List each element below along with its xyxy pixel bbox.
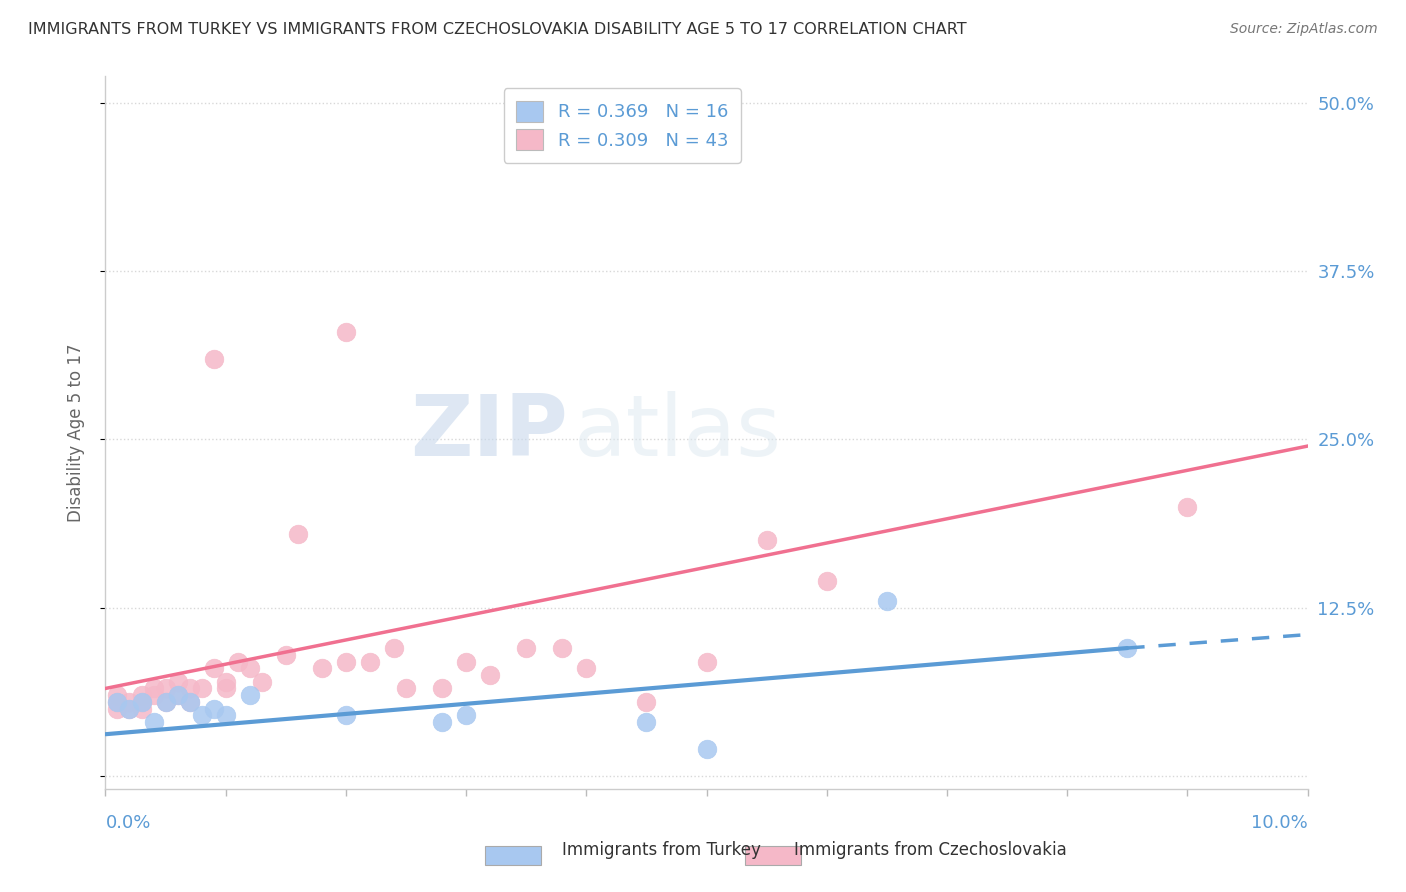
Point xyxy=(636,715,658,730)
Point xyxy=(287,526,309,541)
Point xyxy=(131,688,153,702)
Text: IMMIGRANTS FROM TURKEY VS IMMIGRANTS FROM CZECHOSLOVAKIA DISABILITY AGE 5 TO 17 : IMMIGRANTS FROM TURKEY VS IMMIGRANTS FRO… xyxy=(28,22,967,37)
Point xyxy=(118,701,141,715)
Point xyxy=(107,695,129,709)
Point xyxy=(118,701,141,715)
Point xyxy=(382,641,405,656)
Point xyxy=(395,681,418,696)
Point xyxy=(155,681,177,696)
Text: 0.0%: 0.0% xyxy=(105,814,150,831)
Point xyxy=(166,674,188,689)
Text: ZIP: ZIP xyxy=(411,391,568,475)
Point xyxy=(142,681,165,696)
Point xyxy=(551,641,574,656)
Point xyxy=(239,661,262,675)
Point xyxy=(311,661,333,675)
Point xyxy=(142,688,165,702)
Point xyxy=(202,661,225,675)
Point xyxy=(107,688,129,702)
Point xyxy=(815,574,838,588)
Point xyxy=(166,688,188,702)
Point xyxy=(131,695,153,709)
Point xyxy=(335,708,357,723)
Point xyxy=(515,641,537,656)
Point xyxy=(274,648,297,662)
Point xyxy=(755,533,778,548)
Text: Source: ZipAtlas.com: Source: ZipAtlas.com xyxy=(1230,22,1378,37)
Point xyxy=(1116,641,1139,656)
Point xyxy=(179,681,201,696)
Point xyxy=(430,715,453,730)
Point xyxy=(696,742,718,756)
Text: Immigrants from Turkey: Immigrants from Turkey xyxy=(562,840,761,858)
Point xyxy=(107,701,129,715)
Point xyxy=(214,681,236,696)
Point xyxy=(359,655,381,669)
Point xyxy=(202,701,225,715)
Point xyxy=(179,695,201,709)
Point xyxy=(214,708,236,723)
Point xyxy=(335,655,357,669)
Point xyxy=(454,655,477,669)
Point xyxy=(335,325,357,339)
Point xyxy=(454,708,477,723)
Point xyxy=(190,681,212,696)
Point xyxy=(142,715,165,730)
Text: Immigrants from Czechoslovakia: Immigrants from Czechoslovakia xyxy=(794,840,1067,858)
Text: atlas: atlas xyxy=(574,391,782,475)
Point xyxy=(696,122,718,136)
Point xyxy=(202,351,225,366)
Point xyxy=(696,655,718,669)
Point xyxy=(636,695,658,709)
Point xyxy=(179,695,201,709)
Point xyxy=(1175,500,1198,514)
Point xyxy=(118,695,141,709)
Point xyxy=(131,695,153,709)
Point xyxy=(155,695,177,709)
Text: 10.0%: 10.0% xyxy=(1251,814,1308,831)
Point xyxy=(107,695,129,709)
Y-axis label: Disability Age 5 to 17: Disability Age 5 to 17 xyxy=(66,343,84,522)
Point xyxy=(239,688,262,702)
Point xyxy=(226,655,249,669)
Point xyxy=(430,681,453,696)
Point xyxy=(876,594,898,608)
Point xyxy=(250,674,273,689)
Point xyxy=(131,701,153,715)
Point xyxy=(214,674,236,689)
Point xyxy=(190,708,212,723)
Point xyxy=(575,661,598,675)
Point xyxy=(166,688,188,702)
Point xyxy=(479,668,502,682)
Legend: R = 0.369   N = 16, R = 0.309   N = 43: R = 0.369 N = 16, R = 0.309 N = 43 xyxy=(503,88,741,162)
Point xyxy=(155,695,177,709)
